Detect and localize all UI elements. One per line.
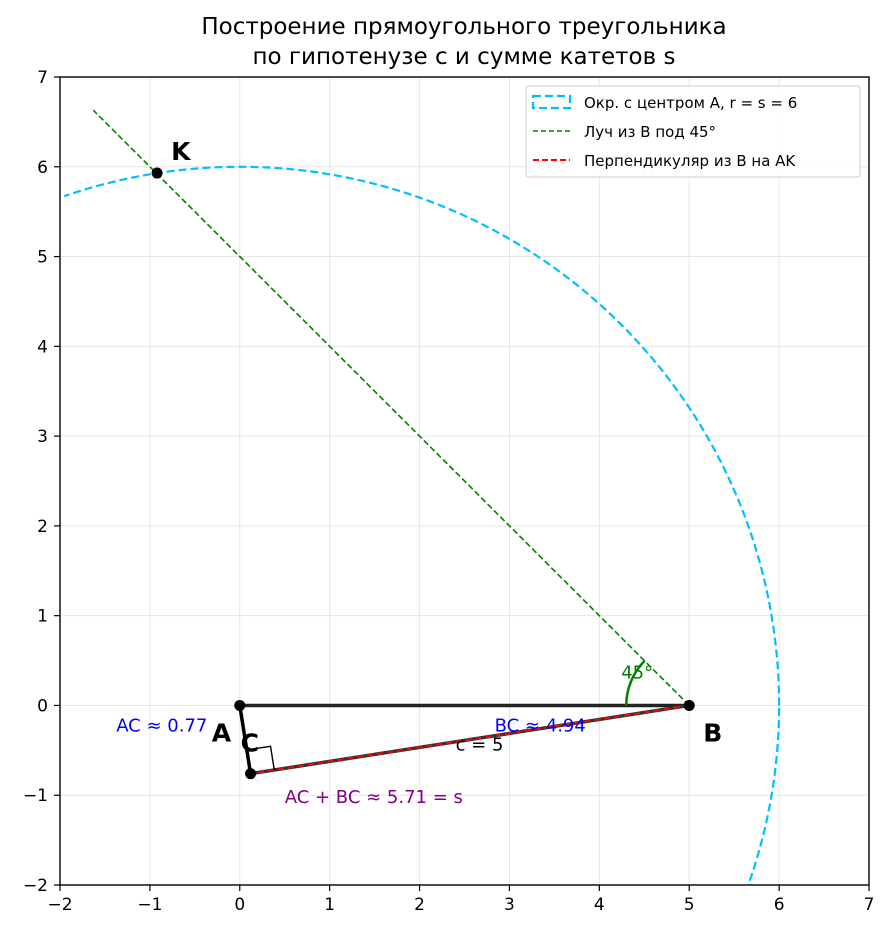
chart-title-line1: Построение прямоугольного треугольника xyxy=(201,14,726,40)
axes-frame xyxy=(59,76,870,886)
point-k xyxy=(151,167,163,179)
ray-line xyxy=(92,109,690,707)
legend-box xyxy=(525,85,861,178)
y-tick-label: 5 xyxy=(37,248,48,268)
right-angle-marker xyxy=(246,745,275,771)
y-tick-label: −1 xyxy=(23,786,48,806)
angle-arc xyxy=(624,660,646,706)
angle-label: 45° xyxy=(621,662,653,683)
x-tick-label: 6 xyxy=(774,895,785,915)
y-tick-label: 4 xyxy=(37,337,48,357)
y-tick-label: −2 xyxy=(23,876,48,896)
x-tick-label: −2 xyxy=(47,895,72,915)
x-tick-label: 5 xyxy=(684,895,695,915)
legend-label-perpendicular: Перпендикуляр из B на AK xyxy=(584,152,796,170)
perpendicular-line xyxy=(250,704,690,775)
label-point-c: C xyxy=(241,729,259,758)
point-a xyxy=(234,699,246,711)
label-point-k: K xyxy=(171,137,192,166)
ac-length-label: AC ≈ 0.77 xyxy=(116,715,207,736)
legend-swatch-circle xyxy=(531,94,572,110)
x-tick-label: 2 xyxy=(414,895,425,915)
x-tick-label: 7 xyxy=(864,895,875,915)
chart-title-line2: по гипотенузе c и сумме катетов s xyxy=(253,44,676,70)
label-point-a: A xyxy=(212,718,232,747)
legend-label-circle: Окр. с центром A, r = s = 6 xyxy=(584,94,797,112)
legend: Окр. с центром A, r = s = 6 Луч из B под… xyxy=(525,85,861,178)
y-tick-label: 2 xyxy=(37,517,48,537)
x-tick-label: 0 xyxy=(234,895,245,915)
axis-ticks: −2 −1 0 1 2 3 4 5 6 7 −2 −1 0 1 2 3 4 5 6 7 xyxy=(23,68,874,915)
point-b xyxy=(683,699,695,711)
legend-label-ray: Луч из B под 45° xyxy=(584,123,716,141)
x-tick-label: −1 xyxy=(137,895,162,915)
y-tick-label: 0 xyxy=(37,696,48,716)
label-point-b: B xyxy=(703,718,722,747)
hypotenuse-label: c = 5 xyxy=(456,734,504,755)
x-tick-label: 1 xyxy=(324,895,335,915)
bc-length-label: BC ≈ 4.94 xyxy=(495,715,586,736)
sum-label: AC + BC ≈ 5.71 = s xyxy=(285,787,463,808)
point-c xyxy=(245,768,257,780)
plot-area xyxy=(59,76,870,886)
y-tick-label: 3 xyxy=(37,427,48,447)
y-tick-label: 7 xyxy=(37,68,48,88)
x-tick-label: 3 xyxy=(504,895,515,915)
x-tick-label: 4 xyxy=(594,895,605,915)
side-ac xyxy=(238,705,253,774)
y-tick-label: 6 xyxy=(37,158,48,178)
circle-arc xyxy=(63,165,781,882)
y-tick-label: 1 xyxy=(37,607,48,627)
